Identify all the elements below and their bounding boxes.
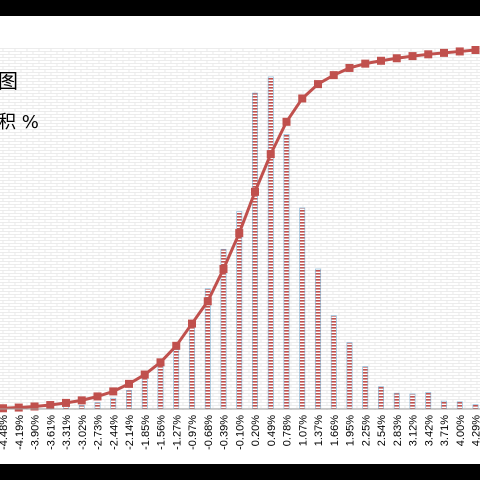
x-tick-label-3: -3.61% [45,415,57,450]
x-tick-label-28: 3.71% [439,415,451,446]
bar-30 [472,404,479,410]
x-tick-label-20: 1.37% [313,415,325,446]
x-tick-label-7: -2.44% [108,415,120,450]
x-tick-label-16: 0.20% [250,415,262,446]
bar-8 [126,390,132,410]
line-marker-6 [93,392,102,401]
bar-15 [236,211,243,410]
x-tick-label-11: -1.27% [171,415,183,450]
line-marker-11 [172,341,181,350]
x-tick-label-23: 2.25% [360,415,372,446]
line-marker-2 [30,402,39,411]
bar-24 [378,386,384,410]
x-tick-label-15: -0.10% [234,415,246,450]
bar-20 [315,268,321,410]
x-tick-label-17: 0.49% [266,415,278,446]
line-marker-24 [377,56,385,65]
line-marker-3 [46,401,55,410]
x-tick-label-1: -4.19% [14,415,26,450]
bar-21 [330,315,337,410]
x-tick-label-6: -2.73% [93,415,105,450]
line-marker-9 [140,370,149,379]
bar-7 [110,397,117,410]
bar-11 [173,349,180,410]
line-marker-12 [188,319,196,328]
line-marker-13 [203,297,212,306]
bar-17 [267,76,274,410]
bar-22 [346,342,353,410]
line-marker-29 [455,47,464,56]
line-marker-20 [314,80,322,89]
line-marker-16 [251,187,259,196]
bar-19 [299,207,306,410]
chart-title: 图 [0,69,18,93]
line-marker-15 [235,229,244,238]
line-marker-14 [219,264,228,273]
bar-28 [441,400,447,410]
line-marker-23 [361,59,370,68]
x-tick-labels: -4.48% -4.19% -3.90% -3.61% -3.31% -3.02% -2.7… [0,415,480,450]
x-tick-label-24: 2.54% [376,415,388,446]
cumulative-line-series [0,46,480,413]
x-tick-label-9: -1.85% [140,415,152,450]
bar-10 [157,363,164,410]
line-marker-7 [109,387,118,396]
legend-label: 积 % [0,112,39,133]
x-tick-label-5: -3.02% [77,415,89,450]
bar-12 [189,322,195,410]
x-tick-label-0: -4.48% [0,415,10,450]
x-tick-label-8: -2.14% [124,415,136,450]
line-marker-21 [329,71,338,80]
x-tick-label-30: 4.29% [471,415,480,446]
line-marker-18 [282,117,291,126]
x-tick-label-13: -0.68% [203,415,215,450]
bar-6 [94,402,101,410]
bar-13 [204,288,211,410]
bar-23 [362,366,369,410]
x-tick-label-12: -0.97% [187,415,199,450]
line-marker-10 [156,358,165,367]
line-marker-27 [424,50,433,59]
x-tick-label-18: 0.78% [282,415,294,446]
bar-27 [425,392,432,410]
bar-25 [393,392,400,410]
bar-29 [456,401,463,410]
line-marker-22 [345,63,354,72]
bar-18 [283,134,290,410]
line-marker-26 [408,52,417,61]
x-tick-label-4: -3.31% [61,415,73,450]
bar-9 [141,376,148,410]
x-tick-label-29: 4.00% [455,415,467,446]
bar-26 [409,393,416,410]
line-marker-0 [0,404,7,413]
line-marker-4 [62,398,70,407]
x-tick-label-25: 2.83% [392,415,404,446]
x-tick-label-14: -0.39% [219,415,231,450]
line-marker-30 [471,46,480,54]
line-marker-28 [440,48,448,57]
x-tick-label-21: 1.66% [329,415,341,446]
x-tick-label-10: -1.56% [156,415,168,450]
x-tick-label-27: 3.42% [423,415,435,446]
line-marker-5 [77,396,86,405]
bar-5 [78,405,85,410]
line-marker-8 [125,379,133,388]
x-tick-label-22: 1.95% [345,415,357,446]
line-marker-17 [266,150,275,159]
x-tick-label-19: 1.07% [297,415,309,446]
x-tick-label-2: -3.90% [30,415,42,450]
bar-16 [252,92,258,410]
line-marker-25 [392,54,401,63]
x-tick-label-26: 3.12% [408,415,420,446]
line-marker-19 [298,94,307,103]
line-marker-1 [14,403,23,412]
